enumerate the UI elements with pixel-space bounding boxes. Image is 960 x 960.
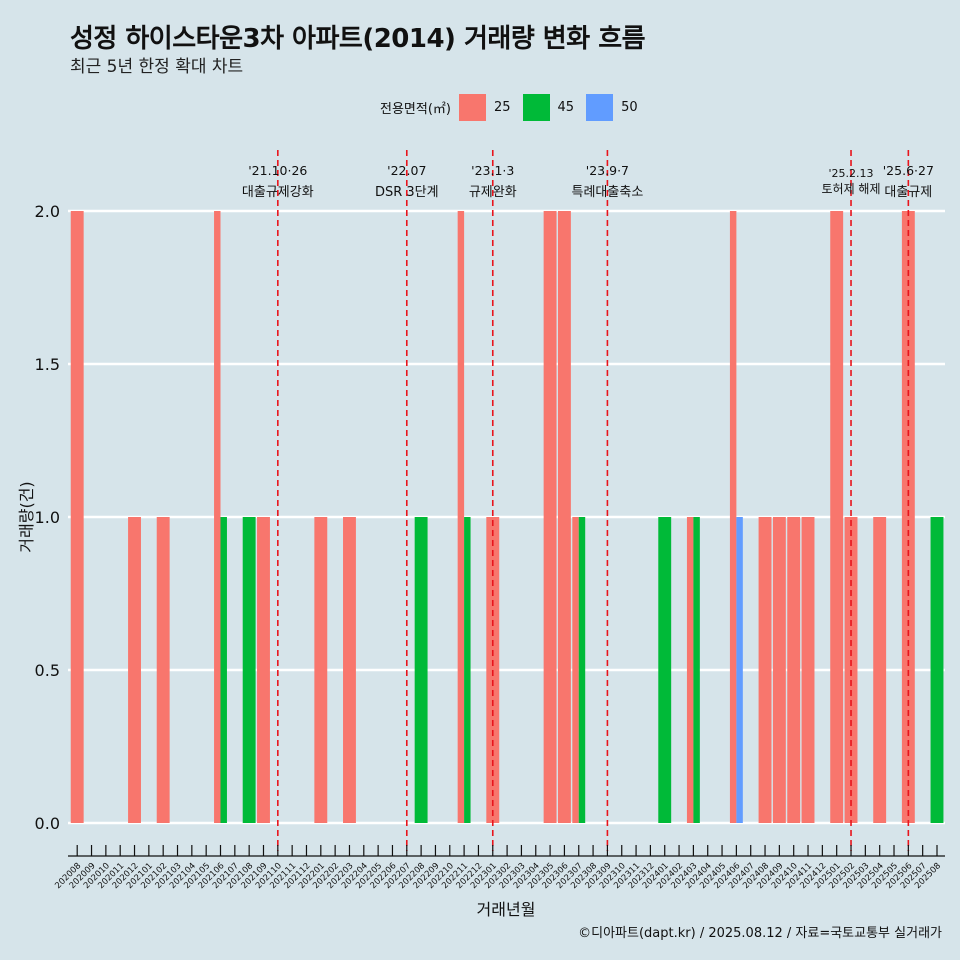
legend-label-50: 50: [621, 99, 638, 115]
bar-45-202307: [578, 517, 586, 823]
event-name-label: DSR 3단계: [375, 185, 439, 200]
y-tick-label: 1.5: [35, 355, 60, 374]
legend-label-45: 45: [557, 99, 575, 115]
bar-25-202506: [901, 211, 915, 823]
x-axis-title: 거래년월: [477, 900, 536, 919]
bar-25-202306: [557, 211, 571, 823]
legend-swatch-25: [458, 93, 486, 121]
bar-45-202211: [464, 517, 471, 823]
bar-25-202410: [787, 517, 801, 823]
event-name-label: 토허제 해제: [822, 182, 881, 196]
bar-25-202504: [873, 517, 887, 823]
bar-25-202305: [543, 211, 557, 823]
bar-50-202406: [736, 517, 743, 823]
bar-25-202102: [156, 517, 170, 823]
legend-item-45: 45: [522, 93, 575, 121]
event-date-label: '23.1·3: [471, 163, 514, 178]
source-caption: ©디아파트(dapt.kr) / 2025.08.12 / 자료=국토교통부 실…: [578, 926, 942, 941]
bar-25-202501: [830, 211, 844, 823]
bar-45-202208: [414, 517, 428, 823]
legend-label-25: 25: [493, 99, 511, 115]
bar-25-202203: [343, 517, 356, 823]
bar-25-202201: [314, 517, 328, 823]
event-name-label: 규제완화: [469, 185, 517, 200]
event-name-label: 특례대출축소: [572, 185, 644, 200]
bar-45-202106: [220, 517, 227, 823]
legend: 전용면적(㎡) 25 45 50: [380, 92, 650, 122]
bar-45-202108: [242, 517, 256, 823]
event-date-label: '25.2.13: [829, 167, 874, 180]
event-date-label: '21.10·26: [248, 163, 307, 178]
event-date-label: '23.9·7: [586, 163, 629, 178]
legend-item-25: 25: [458, 93, 511, 121]
y-tick-label: 2.0: [35, 202, 60, 221]
event-name-label: 대출규제강화: [242, 185, 314, 200]
y-axis-title: 거래량(건): [17, 481, 36, 552]
legend-swatch-45: [522, 93, 550, 121]
event-date-label: '25.6·27: [883, 163, 934, 178]
bar-25-202408: [758, 517, 772, 823]
legend-title: 전용면적(㎡): [380, 101, 451, 117]
bar-25-202409: [772, 517, 786, 823]
y-tick-label: 1.0: [35, 508, 60, 527]
bar-25-202211: [457, 211, 465, 823]
bar-25-202106: [214, 211, 221, 823]
y-tick-label: 0.5: [35, 661, 60, 680]
event-date-label: '22.07: [387, 163, 426, 178]
chart-title: 성정 하이스타운3차 아파트(2014) 거래량 변화 흐름: [70, 24, 646, 54]
bar-25-202307: [572, 517, 579, 823]
y-tick-label: 0.0: [35, 814, 60, 833]
bar-45-202508: [930, 517, 944, 823]
event-name-label: 대출규제: [884, 185, 932, 200]
bar-25-202403: [686, 517, 694, 823]
legend-item-50: 50: [586, 93, 638, 121]
bar-25-202406: [729, 211, 737, 823]
bar-25-202109: [257, 517, 270, 823]
bar-25-202411: [801, 517, 815, 823]
chart-subtitle: 최근 5년 한정 확대 차트: [70, 57, 244, 77]
bar-25-202012: [128, 517, 141, 823]
bar-25-202008: [70, 211, 84, 823]
legend-swatch-50: [586, 93, 614, 121]
bar-45-202401: [658, 517, 672, 823]
bar-45-202403: [693, 517, 700, 823]
